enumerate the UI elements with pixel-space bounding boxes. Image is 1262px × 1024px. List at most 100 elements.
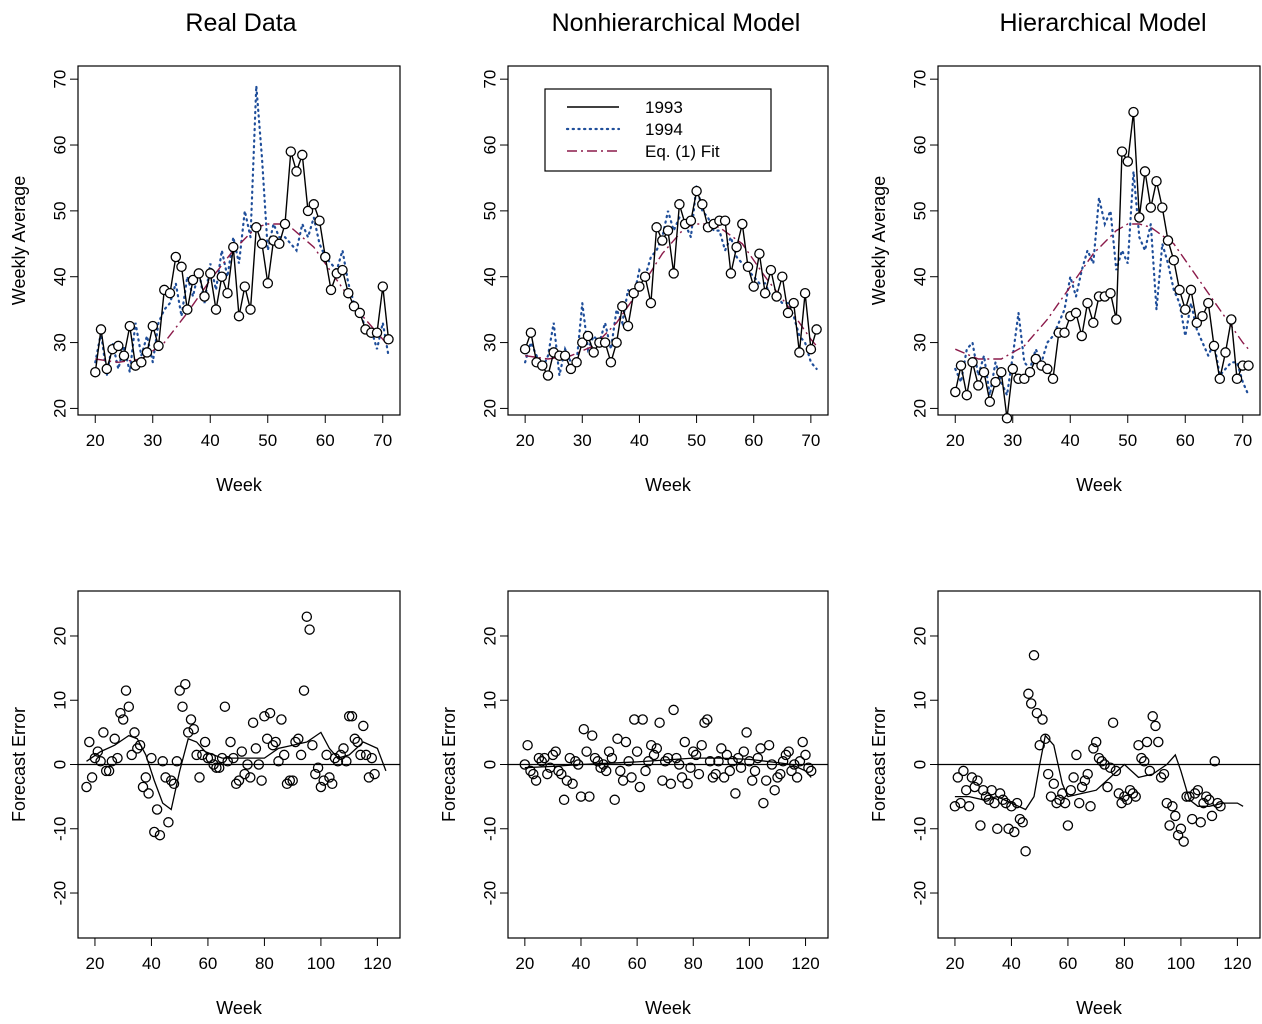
data-point [805,343,817,355]
y-tick-label: 60 [910,136,929,155]
error-point [1206,810,1218,822]
x-tick-label: 50 [1118,431,1137,450]
error-point [690,749,702,761]
error-point [355,749,366,761]
series-line-1 [94,85,390,376]
y-tick-label: -10 [50,816,69,841]
error-point [326,778,338,790]
error-point [117,714,129,725]
data-point [279,218,291,230]
data-point [571,357,582,368]
error-point [525,765,536,777]
data-point [1059,327,1070,338]
data-point [525,327,537,338]
error-point [727,756,738,767]
data-point [262,278,274,289]
data-point [256,238,268,250]
data-point [537,360,548,371]
error-point [626,772,637,783]
y-tick-label: 60 [50,136,69,155]
error-point [673,759,685,770]
x-axis-label: Week [1076,475,1123,495]
error-point [688,746,699,757]
error-point [358,720,369,732]
error-point [1068,772,1079,783]
error-point [98,727,109,738]
x-tick-label: 30 [573,431,592,450]
data-point [1203,297,1214,309]
error-point [304,624,315,635]
error-point [363,772,375,783]
error-point [92,746,104,757]
data-point [210,304,222,315]
x-tick-label: 40 [630,431,649,450]
x-tick-label: 40 [142,954,161,973]
data-point [291,166,302,177]
x-tick-label: 100 [1167,954,1195,973]
error-point [1198,797,1209,809]
series-line-2 [955,223,1250,360]
error-point [738,746,750,757]
error-point [786,765,797,777]
error-point [281,778,293,790]
data-point [657,235,668,246]
data-point [1111,314,1122,325]
data-point [645,297,657,309]
error-point [149,826,160,838]
error-point [1096,756,1108,767]
panel-5: 20 40 60 80 100 120 -20 -10 0 10 20 Week Forecast Er… [439,590,829,1018]
error-point [668,704,679,716]
data-point [216,271,228,282]
error-point [211,762,222,773]
data-point [542,370,554,381]
plot-frame [77,65,401,416]
error-point [1186,813,1198,825]
x-tick-label: 120 [363,954,391,973]
data-point [113,340,124,352]
error-point [1215,801,1226,812]
x-tick-label: 80 [255,954,274,973]
error-point [1031,707,1043,719]
error-point [1107,717,1119,728]
data-point [377,281,389,292]
data-point [239,281,251,292]
x-tick-label: 20 [945,954,964,973]
error-point [233,775,245,786]
x-tick-label: 70 [1233,431,1252,450]
data-point [285,146,297,157]
error-point [581,746,592,757]
error-point [763,739,775,751]
error-point [791,772,803,783]
error-point [1141,736,1153,748]
error-point [245,772,256,783]
data-point [193,268,205,279]
data-point [990,376,1001,388]
series-line-eq-1-fit [525,223,818,360]
data-point [1030,353,1042,365]
x-tick-label: 100 [735,954,763,973]
data-point [320,251,331,263]
data-point [199,291,210,302]
error-point [654,717,665,728]
error-point [194,772,205,783]
error-point [949,801,961,812]
data-point [164,287,176,299]
error-point [699,717,710,728]
error-point [1079,775,1091,786]
error-point [188,723,200,735]
data-point [141,347,153,358]
error-point [270,736,281,748]
error-point [222,756,233,767]
error-point [1073,797,1085,809]
error-point [1009,826,1020,838]
y-tick-label: 10 [480,691,499,710]
data-point [668,268,679,279]
error-point [177,701,188,712]
data-point [742,261,754,273]
data-point [565,363,577,375]
data-point [519,343,531,355]
data-point [1122,156,1134,167]
x-tick-label: 60 [198,954,217,973]
error-point [349,733,361,745]
y-axis-label: Forecast Error [439,707,459,822]
